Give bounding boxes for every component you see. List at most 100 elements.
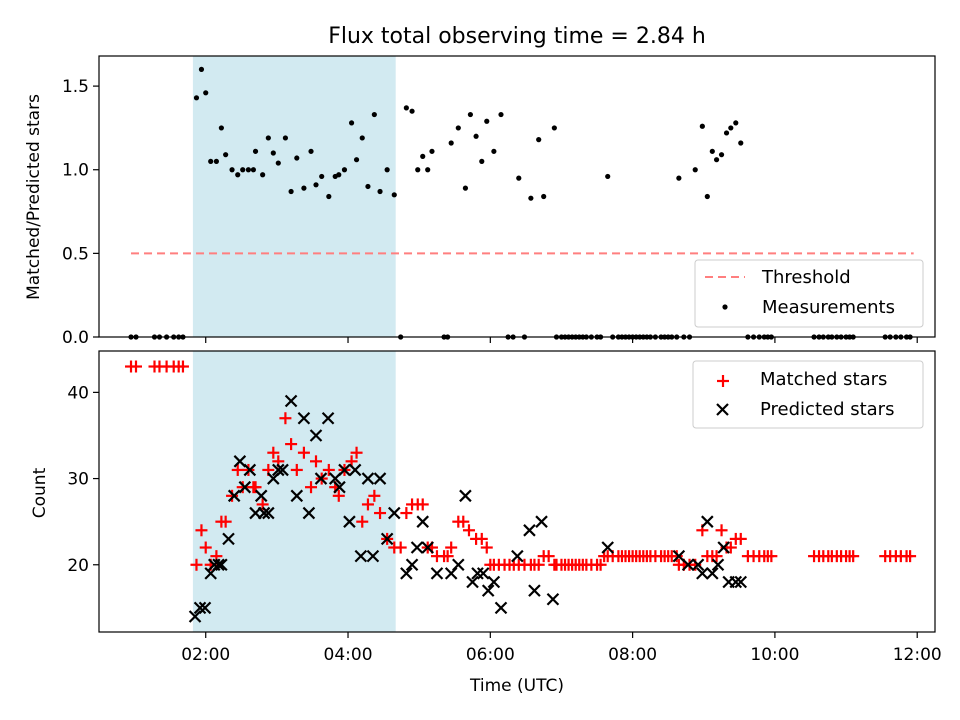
predicted-star-point [227, 489, 241, 503]
predicted-star-point [410, 541, 424, 554]
measurement-point [359, 135, 365, 141]
measurement-point [541, 193, 547, 200]
measurement-point [240, 167, 246, 173]
matched-star-point [441, 550, 454, 563]
measurement-point [348, 120, 355, 126]
matched-star-point [305, 481, 318, 494]
predicted-star-point [222, 532, 235, 546]
predicted-star-point [284, 394, 298, 408]
predicted-star-point [333, 480, 346, 494]
measurement-point [409, 108, 415, 114]
matched-star-point [734, 532, 747, 545]
predicted-star-point [302, 506, 316, 520]
legend-predicted-label: Predicted stars [760, 399, 894, 420]
measurement-point [270, 150, 276, 156]
measurement-point [425, 167, 431, 173]
top-x-ticks [205, 337, 918, 343]
matched-star-point [356, 515, 369, 528]
measurement-point [692, 167, 698, 173]
predicted-star-point [416, 515, 430, 528]
predicted-star-point [272, 463, 285, 477]
y-tick-label: 1.0 [62, 161, 89, 181]
matched-star-point [322, 463, 335, 476]
top-axes-frame [98, 55, 936, 338]
predicted-star-point [243, 463, 257, 477]
measurement-point [718, 152, 725, 158]
measurement-point [723, 130, 730, 136]
measurement-point [208, 158, 214, 164]
x-tick-label: 06:00 [466, 645, 515, 665]
top-shaded-region [192, 56, 396, 337]
bottom-predicted-points [188, 394, 748, 623]
measurement-point [198, 66, 205, 72]
matched-star-point [715, 524, 728, 537]
measurement-point [341, 167, 348, 173]
matched-star-point [297, 446, 310, 459]
predicted-star-point [494, 601, 508, 615]
matched-star-point [480, 541, 493, 554]
top-y-ticks: 0.0 0.5 1.0 1.5 [62, 77, 99, 348]
predicted-star-point [535, 515, 548, 528]
measurement-point [479, 158, 485, 164]
predicted-star-point [297, 411, 311, 425]
y-tick-label: 30 [67, 470, 89, 490]
predicted-star-point [188, 610, 202, 623]
predicted-star-point [380, 532, 394, 546]
measurement-point [498, 111, 504, 118]
y-tick-label: 0.0 [62, 328, 89, 348]
measurement-point [245, 167, 252, 173]
measurement-point [229, 167, 235, 173]
measurement-point [429, 148, 435, 154]
matched-star-point [226, 489, 239, 502]
measurement-point [301, 185, 307, 191]
matched-star-point [765, 550, 778, 563]
top-y-axis-label: Matched/Predicted stars [24, 94, 44, 300]
predicted-star-point [338, 463, 351, 477]
x-axis-label: Time (UTC) [469, 676, 564, 696]
measurement-point [605, 173, 611, 180]
matched-star-point [279, 412, 292, 425]
measurement-point [250, 167, 256, 173]
measurement-point [365, 183, 371, 190]
matched-star-point [176, 360, 189, 373]
bottom-legend-box [692, 360, 924, 429]
matched-star-point [350, 446, 363, 459]
matched-star-point [374, 507, 387, 520]
legend-matched-swatch [717, 375, 729, 387]
predicted-star-point [348, 463, 362, 477]
predicted-star-point [701, 515, 714, 528]
predicted-star-point [471, 567, 484, 580]
matched-star-point [532, 558, 545, 571]
measurement-point [235, 172, 241, 178]
predicted-star-point [215, 558, 228, 572]
predicted-star-point [314, 472, 328, 485]
predicted-star-point [476, 567, 490, 580]
matched-star-point [190, 558, 203, 571]
predicted-star-point [193, 601, 207, 615]
measurement-point [528, 195, 534, 201]
matched-star-point [904, 550, 917, 563]
matched-star-point [847, 550, 860, 563]
measurement-point [265, 135, 271, 141]
predicted-star-point [198, 601, 212, 615]
measurement-point [484, 118, 490, 124]
bottom-y-axis-label: Count [30, 467, 50, 518]
predicted-star-point [711, 558, 725, 572]
predicted-star-point [254, 489, 268, 503]
chart-title: Flux total observing time = 2.84 h [328, 24, 706, 49]
measurement-point [676, 175, 682, 181]
predicted-star-point [528, 584, 541, 597]
measurement-point [203, 90, 209, 96]
bottom-panel: 20 30 40 02:00 04:00 06:00 08:00 10:00 12:00 Co… [30, 350, 942, 696]
measurement-point [319, 173, 325, 180]
predicted-star-point [343, 515, 356, 528]
predicted-star-point [511, 549, 524, 563]
matched-star-point [310, 455, 323, 468]
measurement-point [336, 172, 342, 178]
matched-star-point [368, 489, 381, 502]
x-tick-label: 10:00 [750, 645, 799, 665]
y-tick-label: 20 [67, 556, 89, 576]
measurement-point [213, 158, 219, 164]
matched-star-point [416, 498, 429, 511]
